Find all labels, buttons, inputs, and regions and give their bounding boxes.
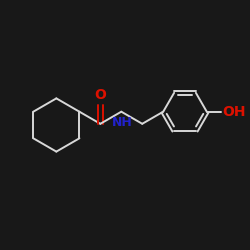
Text: OH: OH [222,105,246,119]
Text: O: O [94,88,106,102]
Text: NH: NH [112,116,132,129]
